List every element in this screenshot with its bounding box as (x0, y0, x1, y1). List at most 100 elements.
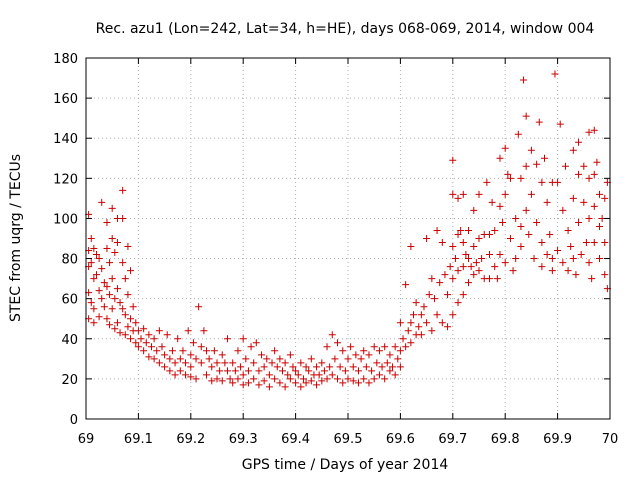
data-point (302, 363, 310, 371)
x-tick-label: 69.8 (491, 432, 520, 447)
data-point (166, 367, 174, 375)
data-point (596, 255, 604, 263)
data-point (161, 351, 169, 359)
data-point (339, 347, 347, 355)
data-point (334, 375, 342, 383)
data-point (166, 355, 174, 363)
data-point (90, 245, 98, 253)
data-point (90, 305, 98, 313)
y-tick-label: 40 (61, 333, 78, 348)
data-point (197, 343, 205, 351)
data-point (407, 319, 415, 327)
data-point (119, 214, 127, 222)
data-point (569, 194, 577, 202)
data-point (255, 381, 263, 389)
data-point (239, 335, 247, 343)
data-point (423, 319, 431, 327)
data-point (396, 319, 404, 327)
data-point (596, 222, 604, 230)
y-tick-label: 140 (53, 132, 78, 147)
data-point (577, 251, 585, 259)
data-point (208, 377, 216, 385)
data-point (158, 343, 166, 351)
data-point (124, 291, 132, 299)
data-point (417, 311, 425, 319)
data-point (323, 375, 331, 383)
data-point (234, 347, 242, 355)
data-point (368, 367, 376, 375)
data-point (103, 283, 111, 291)
data-point (449, 275, 457, 283)
data-point (512, 214, 520, 222)
data-point (326, 363, 334, 371)
data-point (375, 347, 383, 355)
data-point (318, 377, 326, 385)
data-point (132, 319, 140, 327)
data-point (478, 255, 486, 263)
data-point (271, 347, 279, 355)
x-tick-label: 69.3 (229, 432, 258, 447)
data-point (87, 259, 95, 267)
data-point (601, 239, 609, 247)
data-point (90, 319, 98, 327)
data-point (417, 331, 425, 339)
data-point (244, 367, 252, 375)
data-point (258, 351, 266, 359)
data-point (590, 202, 598, 210)
data-point (370, 343, 378, 351)
x-axis-title: GPS time / Days of year 2014 (242, 457, 449, 473)
data-point (119, 186, 127, 194)
data-point (119, 305, 127, 313)
data-point (336, 363, 344, 371)
data-point (373, 359, 381, 367)
data-point (129, 303, 137, 311)
data-point (389, 363, 397, 371)
data-point (294, 371, 302, 379)
data-point (250, 359, 258, 367)
data-point (541, 154, 548, 162)
data-point (538, 263, 546, 271)
data-point (276, 355, 284, 363)
data-point (182, 359, 190, 367)
data-point (226, 375, 234, 383)
data-point (205, 355, 213, 363)
data-point (260, 377, 268, 385)
data-point (449, 156, 457, 164)
data-point (585, 259, 593, 267)
data-point (517, 222, 525, 230)
data-point (396, 363, 404, 371)
data-point (559, 206, 567, 214)
data-point (430, 295, 438, 303)
data-point (90, 275, 98, 283)
data-point (386, 351, 394, 359)
data-point (499, 218, 507, 226)
data-point (590, 239, 598, 247)
axis-ticks (85, 57, 611, 420)
x-tick-label: 69.4 (281, 432, 310, 447)
data-point (179, 347, 187, 355)
data-point (538, 178, 546, 186)
data-point (349, 363, 357, 371)
data-point (485, 275, 493, 283)
data-point (588, 275, 596, 283)
data-point (229, 359, 237, 367)
data-point (247, 343, 255, 351)
x-tick-label: 69.5 (334, 432, 363, 447)
data-point (551, 70, 559, 78)
y-tick-label: 120 (53, 172, 78, 187)
data-point (320, 367, 328, 375)
data-point (244, 379, 252, 387)
data-point (292, 379, 300, 387)
data-point (354, 367, 362, 375)
data-point (501, 144, 509, 152)
data-point (402, 281, 410, 289)
data-point (444, 291, 452, 299)
chart-title: Rec. azu1 (Lon=242, Lat=34, h=HE), days … (96, 21, 595, 37)
data-point (242, 355, 250, 363)
data-point (467, 263, 475, 271)
data-point (218, 377, 226, 385)
data-point (155, 327, 163, 335)
data-point (433, 226, 441, 234)
data-point (506, 174, 514, 182)
data-point (140, 347, 148, 355)
